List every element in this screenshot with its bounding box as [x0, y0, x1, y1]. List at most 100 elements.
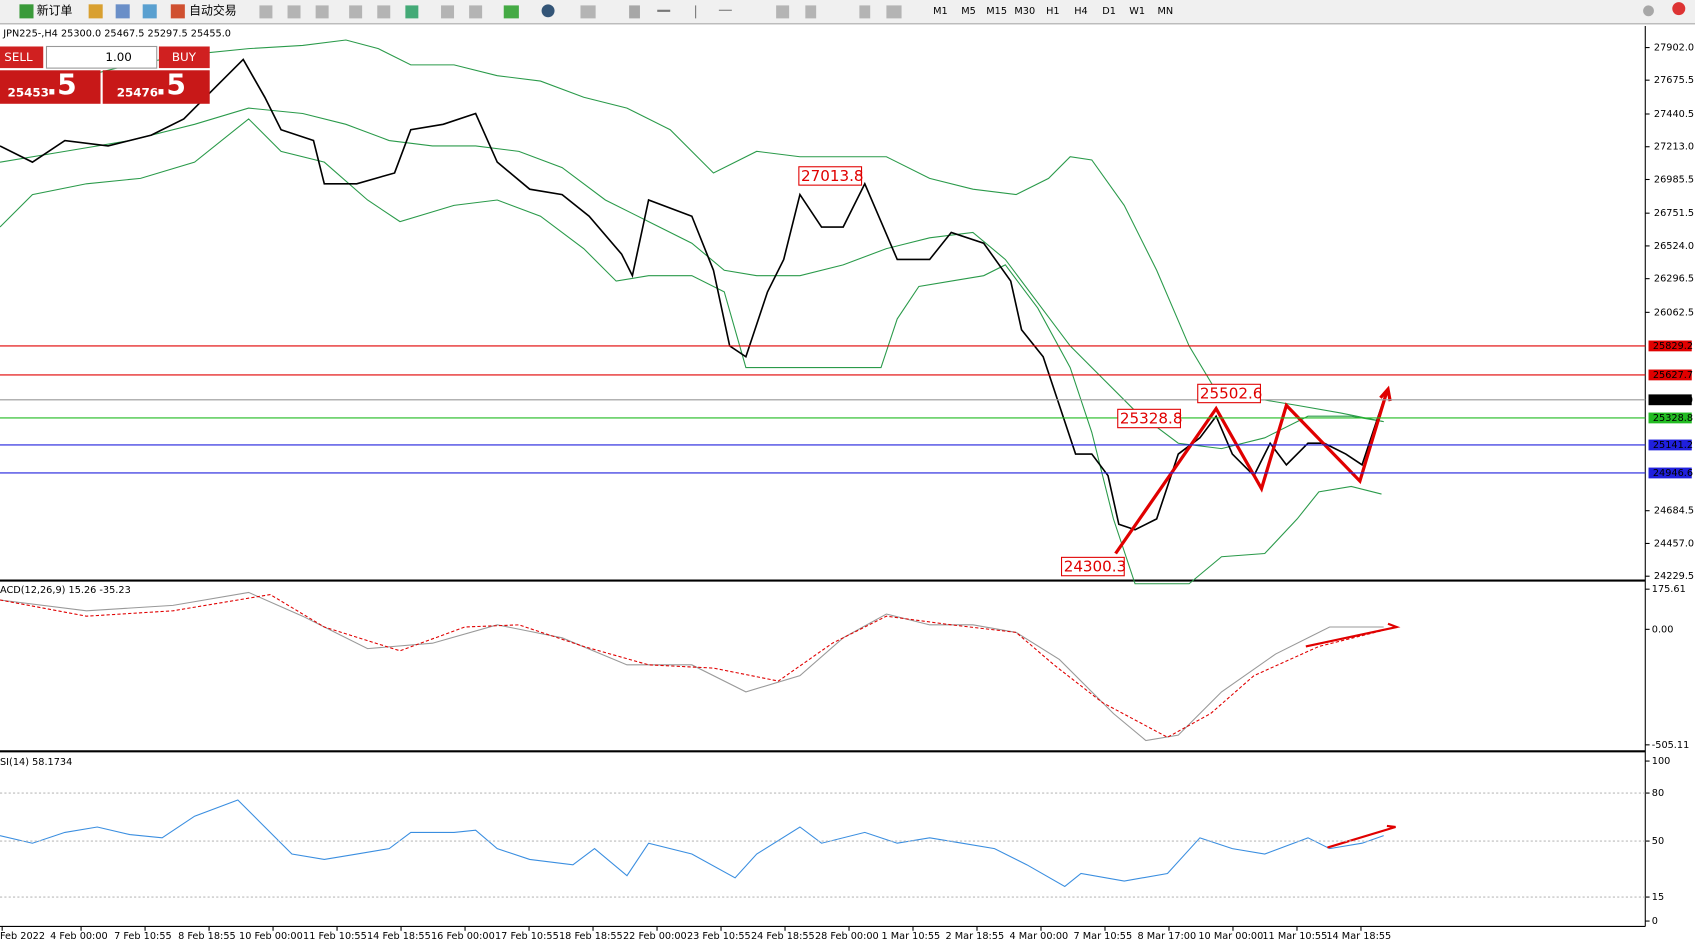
toolbar: [0, 0, 1695, 24]
level-label-box: [1648, 340, 1692, 352]
timeframe-bar: M1 M5 M15 M30 H1 H4 D1 W1 MN: [933, 6, 1173, 17]
bollinger-bands: [0, 39, 1384, 585]
tool-icon[interactable]: [115, 4, 130, 19]
sell-price[interactable]: 25453: [8, 85, 49, 99]
level-label: 25829.2: [1653, 341, 1693, 352]
date-label: 4 Feb 00:00: [50, 931, 108, 942]
macd-arrow: [1305, 622, 1401, 648]
trade-panel: SELL 1.00 BUY 25453 .5 25476 .5: [0, 45, 210, 104]
annotation: 24300.3: [1064, 558, 1127, 576]
sell-label[interactable]: SELL: [4, 50, 33, 64]
indicator-tick-label: -505.11: [1652, 740, 1690, 751]
date-label: 7 Feb 10:55: [114, 931, 172, 942]
date-label: 8 Mar 17:00: [1137, 931, 1196, 942]
indicator-tick-label: 15: [1652, 892, 1664, 903]
indicator-tick-label: 0: [1652, 916, 1658, 927]
tool-icon[interactable]: [142, 4, 157, 19]
price-tick-label: 26296.5: [1654, 274, 1694, 285]
new-order-button[interactable]: 新订单: [37, 3, 73, 17]
rsi-line: [0, 799, 1384, 888]
pattern-arrows: [1114, 385, 1392, 555]
annotation-box: [798, 166, 863, 186]
level-label-box: [1648, 467, 1692, 479]
auto-trading-button[interactable]: 自动交易: [189, 3, 236, 17]
level-label: 25455.0: [1653, 395, 1693, 406]
buy-button[interactable]: [158, 46, 210, 69]
date-label: 14 Mar 18:55: [1326, 931, 1391, 942]
price-tick-label: 26751.5: [1654, 208, 1694, 219]
price-tick-label: 26524.0: [1654, 241, 1694, 252]
level-label-box: [1648, 439, 1692, 451]
macd-label: ACD(12,26,9) 15.26 -35.23: [0, 585, 131, 596]
tool-icon[interactable]: [88, 4, 103, 19]
lot-input[interactable]: [45, 45, 158, 69]
price-tick-label: 26062.5: [1654, 307, 1694, 318]
annotation-box: [1117, 408, 1181, 429]
price-tick-label: 27675.5: [1654, 75, 1694, 86]
new-order-icon[interactable]: [19, 4, 34, 19]
price-tick-label: 27213.0: [1654, 142, 1694, 153]
level-label-box: [1648, 369, 1692, 381]
buy-label[interactable]: BUY: [172, 50, 197, 64]
price-tick-label: 27440.5: [1654, 109, 1694, 120]
price-tick-label: 27902.0: [1654, 43, 1694, 54]
indicator-tick-label: 80: [1652, 788, 1664, 799]
sell-button[interactable]: [0, 46, 44, 69]
indicator-tick-label: 0.00: [1652, 624, 1674, 635]
date-label: 1 Mar 10:55: [881, 931, 940, 942]
price-line: [0, 58, 1385, 531]
date-label: 10 Feb 00:00: [239, 931, 303, 942]
annotation: 25502.6: [1200, 385, 1263, 403]
indicator-tick-label: 100: [1652, 756, 1671, 767]
annotation: 25328.8: [1120, 410, 1183, 428]
timeframe-button[interactable]: H1: [1046, 6, 1059, 17]
level-label: 25141.2: [1653, 440, 1693, 451]
buy-price-tail[interactable]: .5: [156, 68, 186, 101]
buy-price[interactable]: 25476: [117, 85, 158, 99]
timeframe-button[interactable]: M1: [933, 6, 948, 17]
symbol-info: JPN225-,H4 25300.0 25467.5 25297.5 25455…: [2, 29, 231, 40]
date-label: 24 Feb 18:55: [751, 931, 815, 942]
date-label: 10 Mar 00:00: [1198, 931, 1263, 942]
chart-area: [0, 25, 1695, 947]
date-label: 22 Feb 00:00: [623, 931, 687, 942]
level-label: 25627.7: [1653, 370, 1693, 381]
date-label: 23 Feb 10:55: [687, 931, 751, 942]
timeframe-button[interactable]: MN: [1157, 6, 1173, 17]
sell-price-box[interactable]: [0, 70, 101, 104]
buy-price-box[interactable]: [102, 70, 210, 104]
timeframe-button[interactable]: M30: [1014, 6, 1035, 17]
lot-value[interactable]: 1.00: [105, 50, 131, 64]
macd-signal: [0, 594, 1384, 738]
level-label: 24946.6: [1653, 468, 1693, 479]
level-label-box: [1648, 412, 1692, 424]
macd-histogram: [0, 591, 1384, 742]
date-label: 8 Feb 18:55: [178, 931, 236, 942]
timeframe-button[interactable]: W1: [1129, 6, 1145, 17]
date-label: 7 Mar 10:55: [1073, 931, 1132, 942]
rsi-label: SI(14) 58.1734: [0, 757, 72, 768]
date-label: 2 Mar 18:55: [945, 931, 1004, 942]
price-tick-label: 24457.0: [1654, 538, 1694, 549]
price-tick-label: 24684.5: [1654, 506, 1694, 517]
price-tick-label: 24229.5: [1654, 571, 1694, 582]
date-label: Feb 2022: [0, 931, 45, 942]
auto-trading-icon[interactable]: [170, 4, 185, 19]
indicator-tick-label: 50: [1652, 836, 1664, 847]
date-label: 4 Mar 00:00: [1009, 931, 1068, 942]
sell-price-tail[interactable]: .5: [46, 68, 76, 101]
price-tick-label: 26985.5: [1654, 174, 1694, 185]
timeframe-button[interactable]: M5: [961, 6, 976, 17]
date-label: 11 Mar 10:55: [1262, 931, 1327, 942]
annotation-box: [1197, 383, 1261, 404]
timeframe-button[interactable]: H4: [1074, 6, 1087, 17]
indicator-tick-label: 175.61: [1652, 584, 1686, 595]
date-label: 11 Feb 10:55: [303, 931, 367, 942]
timeframe-button[interactable]: D1: [1102, 6, 1116, 17]
date-label: 16 Feb 00:00: [431, 931, 495, 942]
date-label: 14 Feb 18:55: [367, 931, 431, 942]
date-label: 17 Feb 10:55: [495, 931, 559, 942]
timeframe-button[interactable]: M15: [986, 6, 1007, 17]
